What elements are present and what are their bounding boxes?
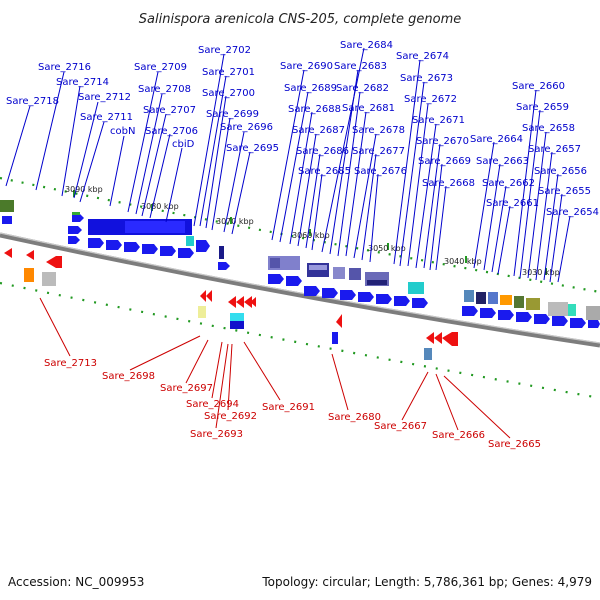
gene-label: Sare_2685	[298, 166, 351, 177]
tick-label: 3040 kbp	[444, 257, 482, 266]
gene-label: Sare_2682	[336, 83, 389, 94]
gene-label: Sare_2686	[296, 146, 349, 157]
gene-label: Sare_2662	[482, 178, 535, 189]
gene-label: Sare_2718	[6, 96, 59, 107]
gene-label: Sare_2666	[432, 430, 485, 441]
gene-label: Sare_2699	[206, 109, 259, 120]
gene-label: Sare_2697	[160, 383, 213, 394]
gene-label: Sare_2684	[340, 40, 393, 51]
gene-label: Sare_2669	[418, 156, 471, 167]
tick-label: 3060 kbp	[292, 231, 330, 240]
gene-label: Sare_2706	[145, 126, 198, 137]
gene-label: cobN	[110, 126, 135, 137]
summary-text: Topology: circular; Length: 5,786,361 bp…	[261, 575, 592, 589]
map-title: Salinispora arenicola CNS-205, complete …	[139, 12, 461, 27]
gene-label: Sare_2700	[202, 88, 255, 99]
gene-label: Sare_2692	[204, 411, 257, 422]
reverse-tick-track	[0, 281, 600, 400]
gene-label: Sare_2671	[412, 115, 465, 126]
gene-label: Sare_2672	[404, 94, 457, 105]
gene-label: Sare_2689	[284, 83, 337, 94]
gene-label: Sare_2658	[522, 123, 575, 134]
gene-label: Sare_2711	[80, 112, 133, 123]
gene-label: Sare_2694	[186, 399, 239, 410]
gene-label: Sare_2690	[280, 61, 333, 72]
forward-gene-labels: Sare_2718 Sare_2716 Sare_2714 Sare_2712 …	[5, 40, 599, 283]
gene-label: Sare_2663	[476, 156, 529, 167]
tick-label: 3080 kbp	[141, 202, 179, 211]
gene-label: Sare_2680	[328, 412, 381, 423]
gene-label: Sare_2665	[488, 439, 541, 450]
gene-label: Sare_2667	[374, 421, 427, 432]
gene-label: Sare_2714	[56, 77, 109, 88]
gene-label: Sare_2654	[546, 207, 599, 218]
gene-label: Sare_2702	[198, 45, 251, 56]
gene-label: Sare_2688	[288, 104, 341, 115]
gene-label: Sare_2655	[538, 186, 591, 197]
gene-label: Sare_2698	[102, 371, 155, 382]
gene-label: cbiD	[172, 139, 195, 150]
reverse-gene-labels: Sare_2713 Sare_2698 Sare_2697 Sare_2694 …	[39, 297, 541, 450]
gene-label: Sare_2656	[534, 166, 587, 177]
tick-label: 3030 kbp	[522, 268, 560, 277]
gene-label: Sare_2709	[134, 62, 187, 73]
tick-label: 3050 kbp	[368, 244, 406, 253]
gene-label: Sare_2683	[334, 61, 387, 72]
gene-label: Sare_2657	[528, 144, 581, 155]
accession-text: Accession: NC_009953	[8, 575, 144, 589]
gene-label: Sare_2664	[470, 134, 523, 145]
gene-label: Sare_2676	[354, 166, 407, 177]
gene-label: Sare_2668	[422, 178, 475, 189]
gene-label: Sare_2659	[516, 102, 569, 113]
gene-label: Sare_2687	[292, 125, 345, 136]
gene-label: Sare_2674	[396, 51, 449, 62]
gene-label: Sare_2708	[138, 84, 191, 95]
gene-label: Sare_2660	[512, 81, 565, 92]
genome-backbone-highlight	[0, 232, 600, 344]
gene-label: Sare_2716	[38, 62, 91, 73]
gene-label: Sare_2670	[416, 136, 469, 147]
gene-label: Sare_2712	[78, 92, 131, 103]
gene-label: Sare_2701	[202, 67, 255, 78]
gene-label: Sare_2693	[190, 429, 243, 440]
gene-label: Sare_2691	[262, 402, 315, 413]
gene-label: Sare_2677	[352, 146, 405, 157]
gene-label: Sare_2673	[400, 73, 453, 84]
gene-label: Sare_2678	[352, 125, 405, 136]
gene-label: Sare_2661	[486, 198, 539, 209]
gene-label: Sare_2696	[220, 122, 273, 133]
reverse-genes	[4, 248, 458, 360]
gene-label: Sare_2707	[143, 105, 196, 116]
gene-label: Sare_2695	[226, 143, 279, 154]
gene-label: Sare_2713	[44, 358, 97, 369]
gene-label: Sare_2681	[342, 103, 395, 114]
genome-backbone	[0, 232, 600, 348]
forward-genes	[0, 200, 600, 328]
